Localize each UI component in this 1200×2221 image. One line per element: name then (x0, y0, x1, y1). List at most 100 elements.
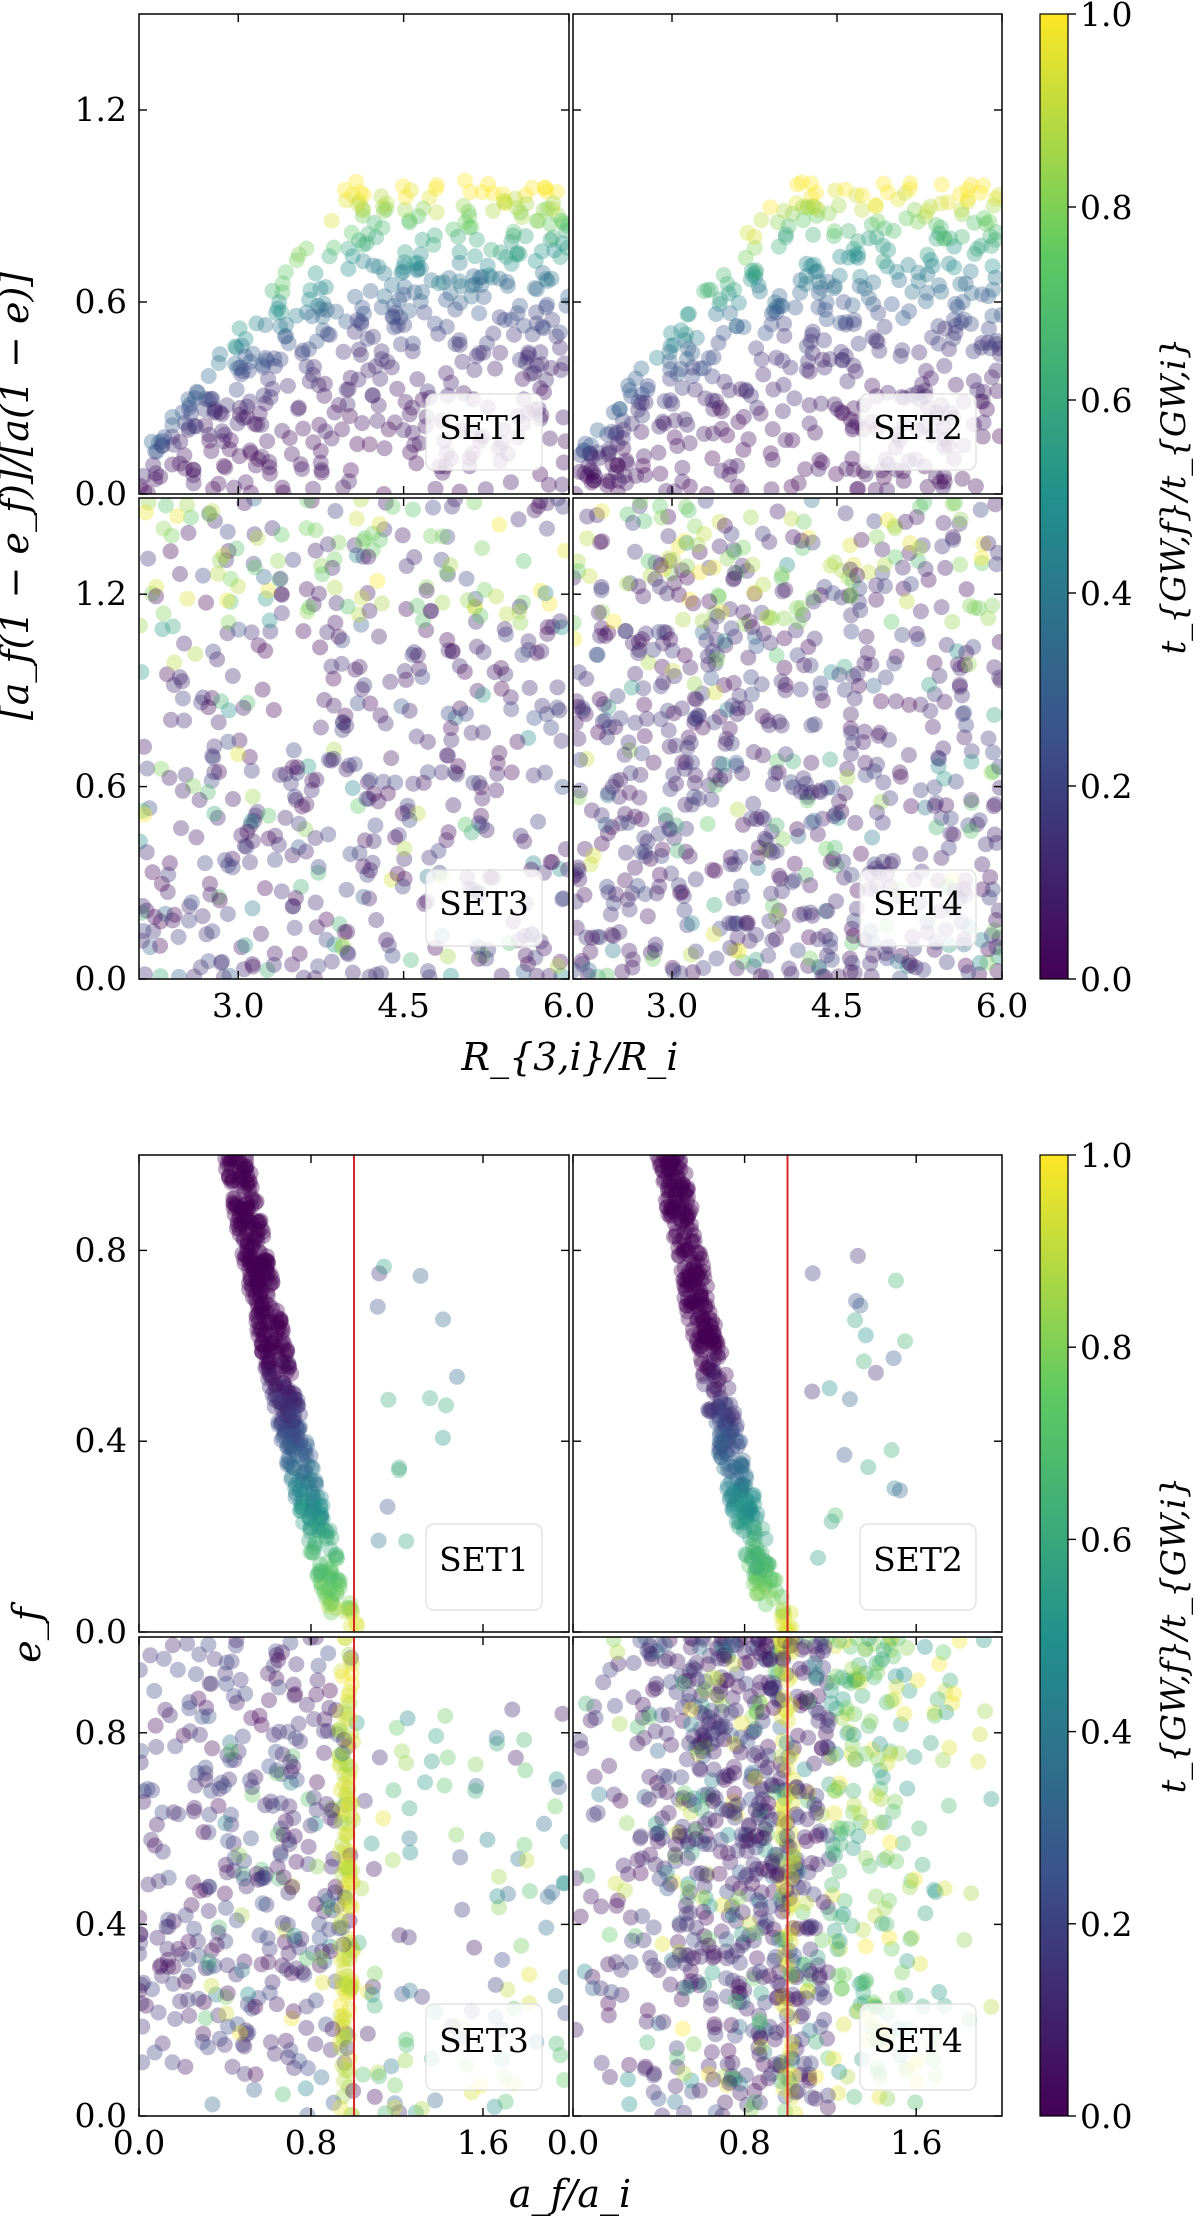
data-point (438, 564, 455, 581)
data-point (919, 284, 936, 301)
data-point (197, 1960, 214, 1977)
data-point (748, 1510, 765, 1527)
data-point (802, 877, 819, 894)
data-point (337, 1859, 353, 1876)
data-point (557, 2005, 569, 2022)
data-point (705, 1382, 722, 1399)
data-point (549, 699, 566, 716)
data-point (311, 1930, 328, 1947)
data-point (397, 244, 414, 261)
data-point (694, 1939, 711, 1956)
data-point (741, 1557, 758, 1574)
data-point (391, 2104, 408, 2116)
data-point (289, 1398, 306, 1415)
data-point (139, 904, 150, 921)
data-point (186, 1799, 203, 1816)
data-point (278, 328, 294, 344)
data-point (793, 1641, 810, 1658)
data-point (225, 791, 241, 807)
data-point (281, 1358, 298, 1375)
data-point (339, 2039, 356, 2056)
data-point (323, 1529, 340, 1546)
data-point (582, 856, 599, 873)
data-point (192, 1882, 208, 1899)
data-point (228, 1966, 245, 1983)
data-point (573, 751, 589, 768)
data-point (721, 382, 738, 399)
data-point (936, 320, 953, 337)
data-point (867, 1907, 884, 1924)
data-point (177, 1973, 194, 1990)
data-point (744, 556, 761, 573)
data-point (244, 956, 261, 973)
data-point (307, 1815, 324, 1832)
data-point (298, 843, 314, 860)
data-point (662, 1158, 678, 1175)
data-point (687, 871, 704, 888)
data-point (695, 1365, 712, 1382)
data-point (176, 460, 193, 477)
data-point (841, 1723, 858, 1740)
data-point (719, 1802, 736, 1819)
data-point (307, 542, 324, 559)
data-point (936, 770, 953, 787)
data-point (327, 1884, 343, 1901)
data-point (311, 1562, 328, 1579)
data-point (982, 340, 999, 357)
data-point (874, 565, 891, 581)
data-point (291, 2053, 308, 2069)
data-point (587, 1710, 604, 1726)
data-point (990, 948, 1002, 965)
data-point (672, 1233, 688, 1250)
data-point (394, 527, 411, 544)
data-point (298, 1950, 315, 1967)
data-point (643, 1650, 660, 1667)
data-point (274, 1395, 291, 1412)
data-point (289, 1391, 306, 1408)
data-point (640, 654, 657, 671)
data-point (317, 1888, 334, 1904)
data-point (412, 260, 429, 277)
data-point (373, 188, 390, 205)
data-point (224, 1172, 241, 1189)
data-point (270, 1417, 287, 1433)
data-point (148, 1816, 165, 1833)
data-point (448, 766, 465, 783)
data-point (593, 620, 610, 637)
data-point (710, 1720, 727, 1737)
data-point (338, 1889, 355, 1906)
data-point (231, 1226, 248, 1243)
data-point (678, 1272, 695, 1289)
data-point (857, 754, 874, 771)
data-point (232, 1200, 249, 1216)
data-point (241, 393, 258, 410)
data-point (697, 1298, 714, 1315)
data-point (875, 853, 892, 870)
data-point (348, 173, 365, 190)
data-point (707, 767, 724, 784)
data-point (331, 916, 348, 933)
data-point (749, 1585, 766, 1602)
data-point (711, 1434, 728, 1451)
data-point (815, 1894, 832, 1911)
data-point (383, 871, 400, 888)
data-point (473, 817, 490, 834)
data-point (224, 2058, 241, 2075)
data-point (717, 1415, 733, 1432)
data-point (360, 774, 376, 791)
data-point (665, 962, 682, 979)
data-point (814, 692, 831, 709)
data-point (197, 855, 213, 872)
data-point (264, 1275, 281, 1292)
data-point (320, 1645, 337, 1662)
data-point (237, 2022, 254, 2039)
data-point (661, 552, 678, 569)
data-point (365, 257, 382, 274)
data-point (426, 227, 443, 244)
data-point (548, 328, 565, 345)
data-point (848, 1293, 865, 1309)
data-point (678, 1210, 695, 1227)
data-point (600, 624, 617, 641)
data-point (700, 1401, 717, 1418)
data-point (679, 1879, 696, 1896)
